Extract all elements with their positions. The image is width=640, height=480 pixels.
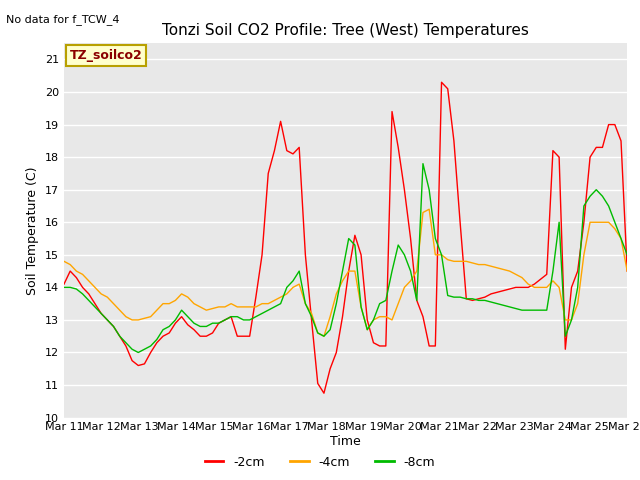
Text: TZ_soilco2: TZ_soilco2 — [70, 49, 142, 62]
Text: No data for f_TCW_4: No data for f_TCW_4 — [6, 14, 120, 25]
Y-axis label: Soil Temperature (C): Soil Temperature (C) — [26, 166, 40, 295]
Title: Tonzi Soil CO2 Profile: Tree (West) Temperatures: Tonzi Soil CO2 Profile: Tree (West) Temp… — [162, 23, 529, 38]
X-axis label: Time: Time — [330, 435, 361, 448]
Legend: -2cm, -4cm, -8cm: -2cm, -4cm, -8cm — [200, 451, 440, 474]
